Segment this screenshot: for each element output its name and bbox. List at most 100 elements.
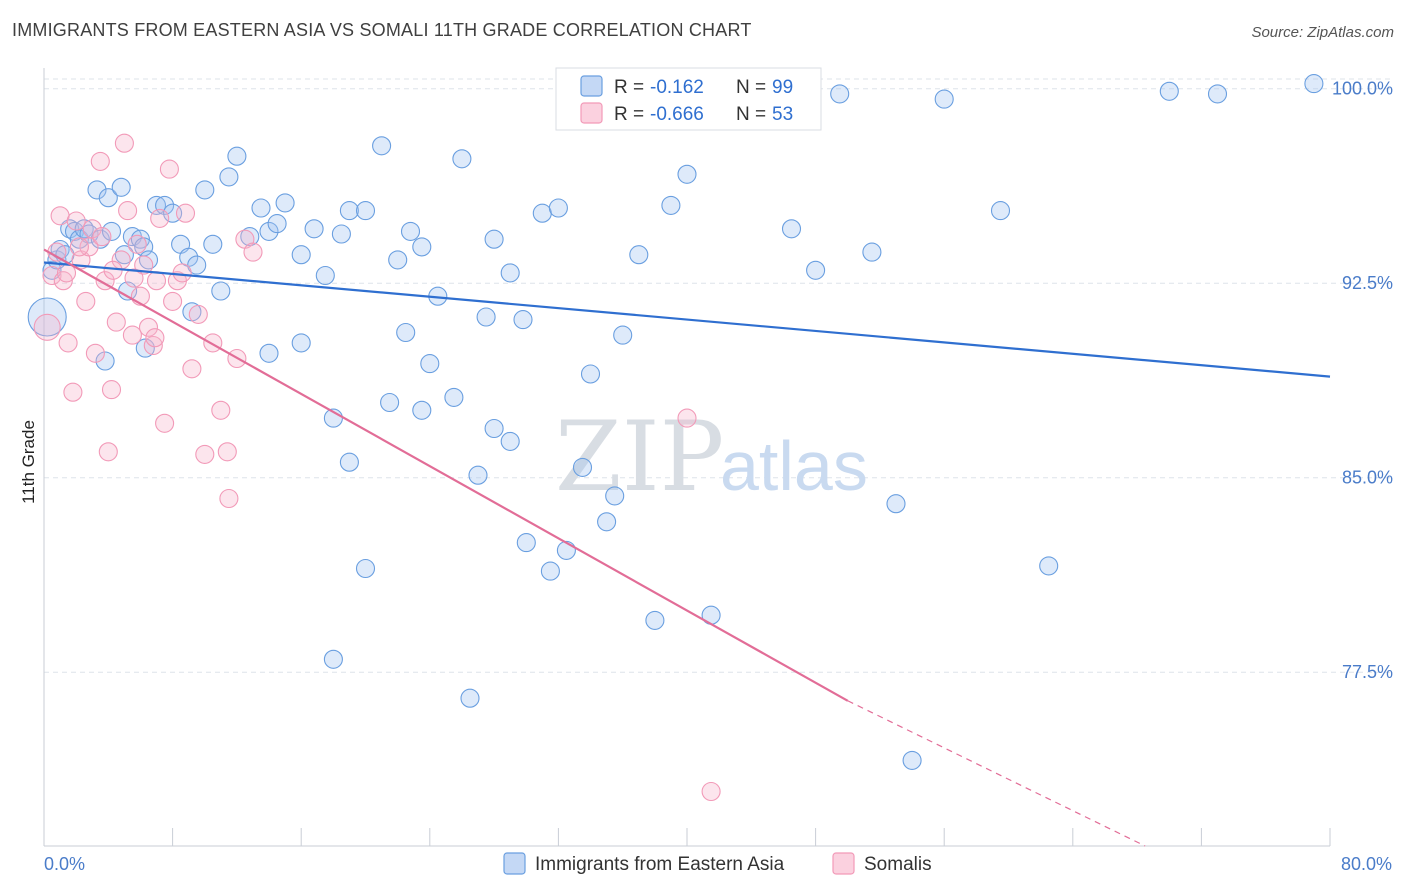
pink-point bbox=[203, 333, 223, 353]
pink-point bbox=[42, 265, 62, 286]
blue-point bbox=[781, 219, 802, 239]
pink-point bbox=[53, 271, 73, 291]
pink-point bbox=[188, 304, 208, 324]
blue-point bbox=[400, 221, 421, 241]
blue-point bbox=[114, 245, 134, 265]
blue-point bbox=[677, 164, 697, 184]
blue-point bbox=[240, 227, 260, 247]
blue-point bbox=[355, 558, 376, 579]
x-tick-label-end: 80.0% bbox=[1341, 854, 1392, 874]
blue-point bbox=[830, 84, 850, 104]
blue-point bbox=[95, 351, 115, 371]
blue-point bbox=[98, 188, 118, 208]
pink-point bbox=[118, 201, 138, 221]
pink-point bbox=[85, 343, 105, 363]
pink-point bbox=[145, 328, 165, 348]
blue-point bbox=[516, 533, 536, 553]
legend-r-label-2: R = bbox=[614, 104, 644, 125]
blue-point bbox=[331, 224, 351, 244]
trend-lines bbox=[43, 248, 1331, 847]
y-tick-label: 92.5% bbox=[1342, 273, 1393, 293]
legend-pink-swatch bbox=[580, 102, 603, 124]
pink-point bbox=[175, 203, 196, 223]
pink-point bbox=[58, 333, 78, 353]
pink-point bbox=[146, 271, 167, 291]
series-legend-label-1: Somalis bbox=[864, 854, 932, 875]
pink-point bbox=[122, 325, 142, 345]
blue-point bbox=[613, 325, 633, 345]
blue-point bbox=[500, 263, 520, 283]
blue-point bbox=[532, 203, 552, 223]
blue-point bbox=[304, 219, 324, 239]
watermark-atlas: atlas bbox=[720, 427, 868, 505]
blue-point bbox=[195, 180, 215, 200]
blue-point bbox=[452, 149, 472, 169]
blue-point bbox=[412, 237, 432, 257]
watermark: ZIP atlas bbox=[555, 401, 868, 513]
blue-point bbox=[227, 146, 247, 166]
blue-point bbox=[661, 195, 681, 215]
blue-point bbox=[355, 201, 376, 221]
blue-point bbox=[540, 561, 560, 581]
blue-point bbox=[372, 136, 392, 156]
blue-point bbox=[1039, 556, 1059, 576]
blue-point bbox=[291, 245, 311, 265]
pink-point bbox=[76, 291, 96, 311]
blue-point bbox=[259, 343, 279, 363]
y-tick-label: 85.0% bbox=[1342, 468, 1393, 488]
x-tick-label-start: 0.0% bbox=[44, 854, 85, 874]
blue-point bbox=[476, 307, 496, 327]
blue-point bbox=[444, 387, 464, 407]
pink-point bbox=[103, 260, 123, 280]
blue-point bbox=[339, 452, 359, 472]
blue-point bbox=[645, 610, 665, 630]
pink-point bbox=[90, 151, 110, 171]
blue-point bbox=[513, 310, 533, 330]
series-legend-swatch-0 bbox=[503, 852, 526, 875]
blue-point bbox=[806, 260, 826, 280]
pink-point bbox=[69, 237, 89, 257]
blue-point bbox=[990, 201, 1011, 221]
blue-point bbox=[572, 457, 593, 477]
pink-point bbox=[50, 206, 70, 226]
blue-point bbox=[902, 750, 922, 770]
pink-trend-line bbox=[43, 248, 849, 702]
pink-point bbox=[211, 400, 231, 420]
series-legend-swatch-1 bbox=[832, 852, 855, 875]
tick-labels: 77.5% 85.0% 92.5% 100.0% 0.0% 80.0% bbox=[44, 79, 1393, 874]
pink-point bbox=[66, 211, 86, 231]
blue-point bbox=[1304, 74, 1324, 94]
pink-trend-extension bbox=[847, 700, 1146, 847]
blue-point bbox=[484, 229, 504, 249]
blue-point bbox=[605, 486, 625, 506]
pink-point bbox=[134, 255, 154, 275]
legend-blue-swatch bbox=[580, 75, 603, 97]
blue-point bbox=[203, 234, 223, 254]
blue-point bbox=[862, 242, 882, 262]
blue-point bbox=[460, 688, 480, 708]
blue-point bbox=[69, 229, 89, 249]
blue-point bbox=[87, 180, 107, 200]
pink-point bbox=[114, 133, 134, 153]
pink-point bbox=[92, 227, 112, 247]
legend-r-label-1: R = bbox=[614, 77, 644, 98]
series-legend: Immigrants from Eastern Asia Somalis bbox=[503, 852, 932, 875]
blue-point bbox=[259, 221, 279, 241]
pink-point bbox=[106, 312, 126, 332]
grid bbox=[44, 78, 1392, 673]
blue-point bbox=[934, 89, 954, 109]
pink-point bbox=[33, 313, 61, 341]
pink-point bbox=[124, 268, 144, 288]
watermark-zip: ZIP bbox=[555, 401, 724, 513]
series-legend-label-0: Immigrants from Eastern Asia bbox=[535, 854, 785, 875]
pink-point bbox=[217, 442, 237, 462]
blue-trend-line bbox=[43, 261, 1331, 378]
y-tick-label: 77.5% bbox=[1342, 662, 1393, 682]
pink-point bbox=[182, 359, 202, 379]
source-label: Source: ZipAtlas.com bbox=[1251, 24, 1394, 41]
blue-point bbox=[219, 167, 239, 187]
pink-point bbox=[701, 781, 721, 802]
legend-n-label-2: N = bbox=[736, 104, 766, 125]
pink-point bbox=[155, 413, 175, 433]
